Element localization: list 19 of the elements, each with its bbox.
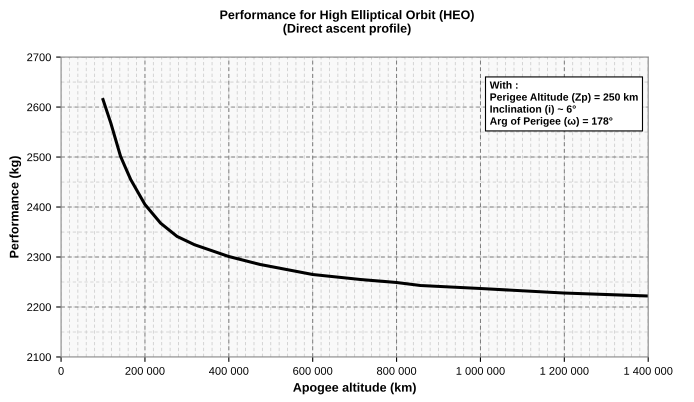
y-tick-label: 2200 [27,303,51,312]
x-tick-label: 400 000 [208,366,248,375]
x-tick-label: 0 [58,366,64,375]
chart-title: Performance for High Elliptical Orbit (HEO) (Direct ascent profile) [220,10,474,36]
x-tick-label: 1 400 000 [624,366,672,375]
y-tick-label: 2600 [27,103,51,112]
x-tick-label: 1 200 000 [540,366,589,375]
x-axis-title: Apogee altitude (km) [293,382,416,394]
y-tick-label: 2100 [27,353,51,362]
y-tick-label: 2300 [27,253,51,262]
y-axis-title: Performance (kg) [9,156,22,258]
x-tick-label: 1 000 000 [456,366,505,375]
x-tick-label: 800 000 [376,366,416,375]
annotation: With : Perigee Altitude (Zp) = 250 km Inclination (i) ~ 6° Arg of Perigee (ω) = 178° [490,81,638,127]
x-tick-label: 200 000 [125,366,165,375]
y-tick-label: 2500 [27,153,51,162]
y-tick-label: 2400 [27,203,51,212]
y-tick-label: 2700 [27,53,51,62]
x-tick-label: 600 000 [293,366,332,375]
